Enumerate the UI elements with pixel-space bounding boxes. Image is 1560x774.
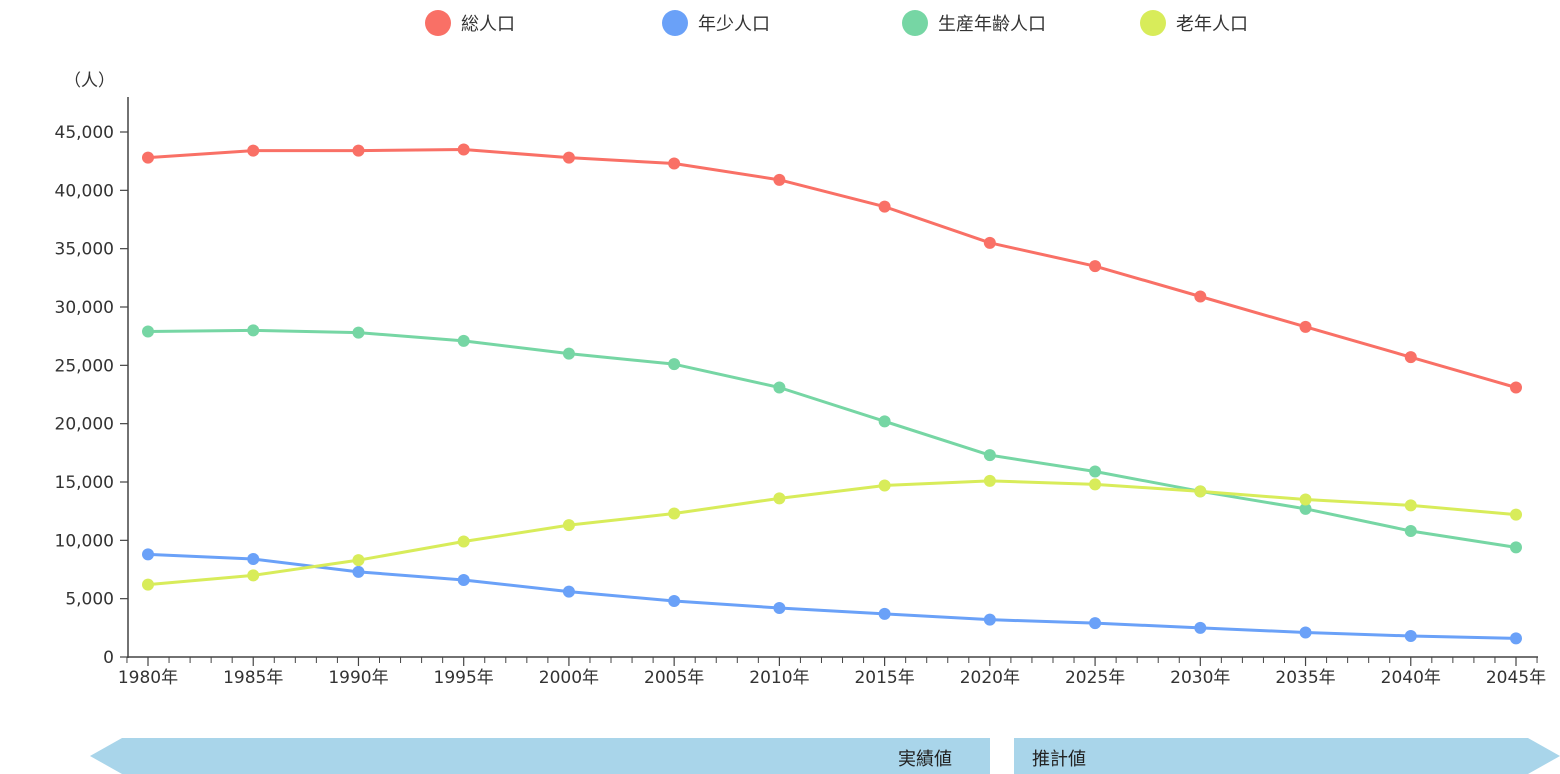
x-tick-label: 2030年 <box>1170 668 1230 688</box>
data-point-total-population <box>1510 382 1522 394</box>
data-point-working-age-population <box>773 382 785 394</box>
x-tick-label: 1995年 <box>434 668 494 688</box>
forecast-period-arrow-shape <box>1014 738 1560 774</box>
x-tick-label: 2020年 <box>960 668 1020 688</box>
data-point-youth-population <box>879 608 891 620</box>
data-point-total-population <box>247 145 259 157</box>
y-tick-label: 30,000 <box>55 298 114 318</box>
data-point-youth-population <box>458 574 470 586</box>
y-tick-label: 45,000 <box>55 123 114 143</box>
data-point-youth-population <box>1300 627 1312 639</box>
data-point-youth-population <box>142 548 154 560</box>
y-tick-label: 5,000 <box>65 590 114 610</box>
x-tick-label: 2025年 <box>1065 668 1125 688</box>
y-tick-label: 20,000 <box>55 415 114 435</box>
data-point-working-age-population <box>352 327 364 339</box>
data-point-youth-population <box>668 595 680 607</box>
forecast-period-arrow <box>1014 738 1560 774</box>
data-point-elderly-population <box>458 536 470 548</box>
data-point-working-age-population <box>1510 541 1522 553</box>
series-line-total-population <box>148 150 1516 388</box>
x-tick-label: 2015年 <box>854 668 914 688</box>
data-point-total-population <box>458 144 470 156</box>
data-point-youth-population <box>563 586 575 598</box>
data-point-elderly-population <box>563 519 575 531</box>
data-point-elderly-population <box>1089 478 1101 490</box>
y-tick-label: 0 <box>103 648 114 668</box>
data-point-elderly-population <box>984 475 996 487</box>
data-point-total-population <box>1405 351 1417 363</box>
data-point-working-age-population <box>247 324 259 336</box>
x-tick-label: 1990年 <box>328 668 388 688</box>
series-line-youth-population <box>148 554 1516 638</box>
data-point-total-population <box>142 152 154 164</box>
data-point-elderly-population <box>1300 494 1312 506</box>
series-line-working-age-population <box>148 330 1516 547</box>
data-point-total-population <box>668 158 680 170</box>
data-point-working-age-population <box>879 415 891 427</box>
x-tick-label: 2045年 <box>1486 668 1546 688</box>
data-point-total-population <box>1300 321 1312 333</box>
data-point-elderly-population <box>352 554 364 566</box>
data-point-total-population <box>563 152 575 164</box>
data-point-youth-population <box>1089 617 1101 629</box>
forecast-period-label: 推計値 <box>1032 745 1086 771</box>
data-point-youth-population <box>247 553 259 565</box>
x-tick-label: 2010年 <box>749 668 809 688</box>
data-point-working-age-population <box>563 348 575 360</box>
data-point-elderly-population <box>247 569 259 581</box>
x-tick-label: 1980年 <box>118 668 178 688</box>
y-tick-label: 40,000 <box>55 181 114 201</box>
data-point-elderly-population <box>1194 485 1206 497</box>
x-tick-label: 1985年 <box>223 668 283 688</box>
y-tick-label: 35,000 <box>55 240 114 260</box>
data-point-elderly-population <box>668 508 680 520</box>
data-point-youth-population <box>984 614 996 626</box>
data-point-working-age-population <box>458 335 470 347</box>
y-tick-label: 10,000 <box>55 531 114 551</box>
data-point-youth-population <box>773 602 785 614</box>
data-point-elderly-population <box>1405 499 1417 511</box>
data-point-elderly-population <box>773 492 785 504</box>
data-point-elderly-population <box>1510 509 1522 521</box>
data-point-elderly-population <box>142 579 154 591</box>
x-tick-label: 2040年 <box>1381 668 1441 688</box>
data-point-working-age-population <box>1405 525 1417 537</box>
data-point-youth-population <box>1194 622 1206 634</box>
x-tick-label: 2005年 <box>644 668 704 688</box>
data-point-youth-population <box>352 566 364 578</box>
y-tick-label: 25,000 <box>55 356 114 376</box>
data-point-working-age-population <box>984 449 996 461</box>
data-point-total-population <box>773 174 785 186</box>
data-point-total-population <box>352 145 364 157</box>
actual-period-arrow <box>90 738 990 774</box>
data-point-working-age-population <box>668 358 680 370</box>
x-tick-label: 2000年 <box>539 668 599 688</box>
y-tick-label: 15,000 <box>55 473 114 493</box>
data-point-total-population <box>984 237 996 249</box>
data-point-working-age-population <box>1089 466 1101 478</box>
data-point-total-population <box>879 201 891 213</box>
actual-period-label: 実績値 <box>898 745 952 771</box>
data-point-total-population <box>1089 260 1101 272</box>
actual-period-arrow-shape <box>90 738 990 774</box>
data-point-youth-population <box>1510 632 1522 644</box>
data-point-total-population <box>1194 291 1206 303</box>
data-point-elderly-population <box>879 480 891 492</box>
data-point-youth-population <box>1405 630 1417 642</box>
x-tick-label: 2035年 <box>1275 668 1335 688</box>
data-point-working-age-population <box>142 326 154 338</box>
